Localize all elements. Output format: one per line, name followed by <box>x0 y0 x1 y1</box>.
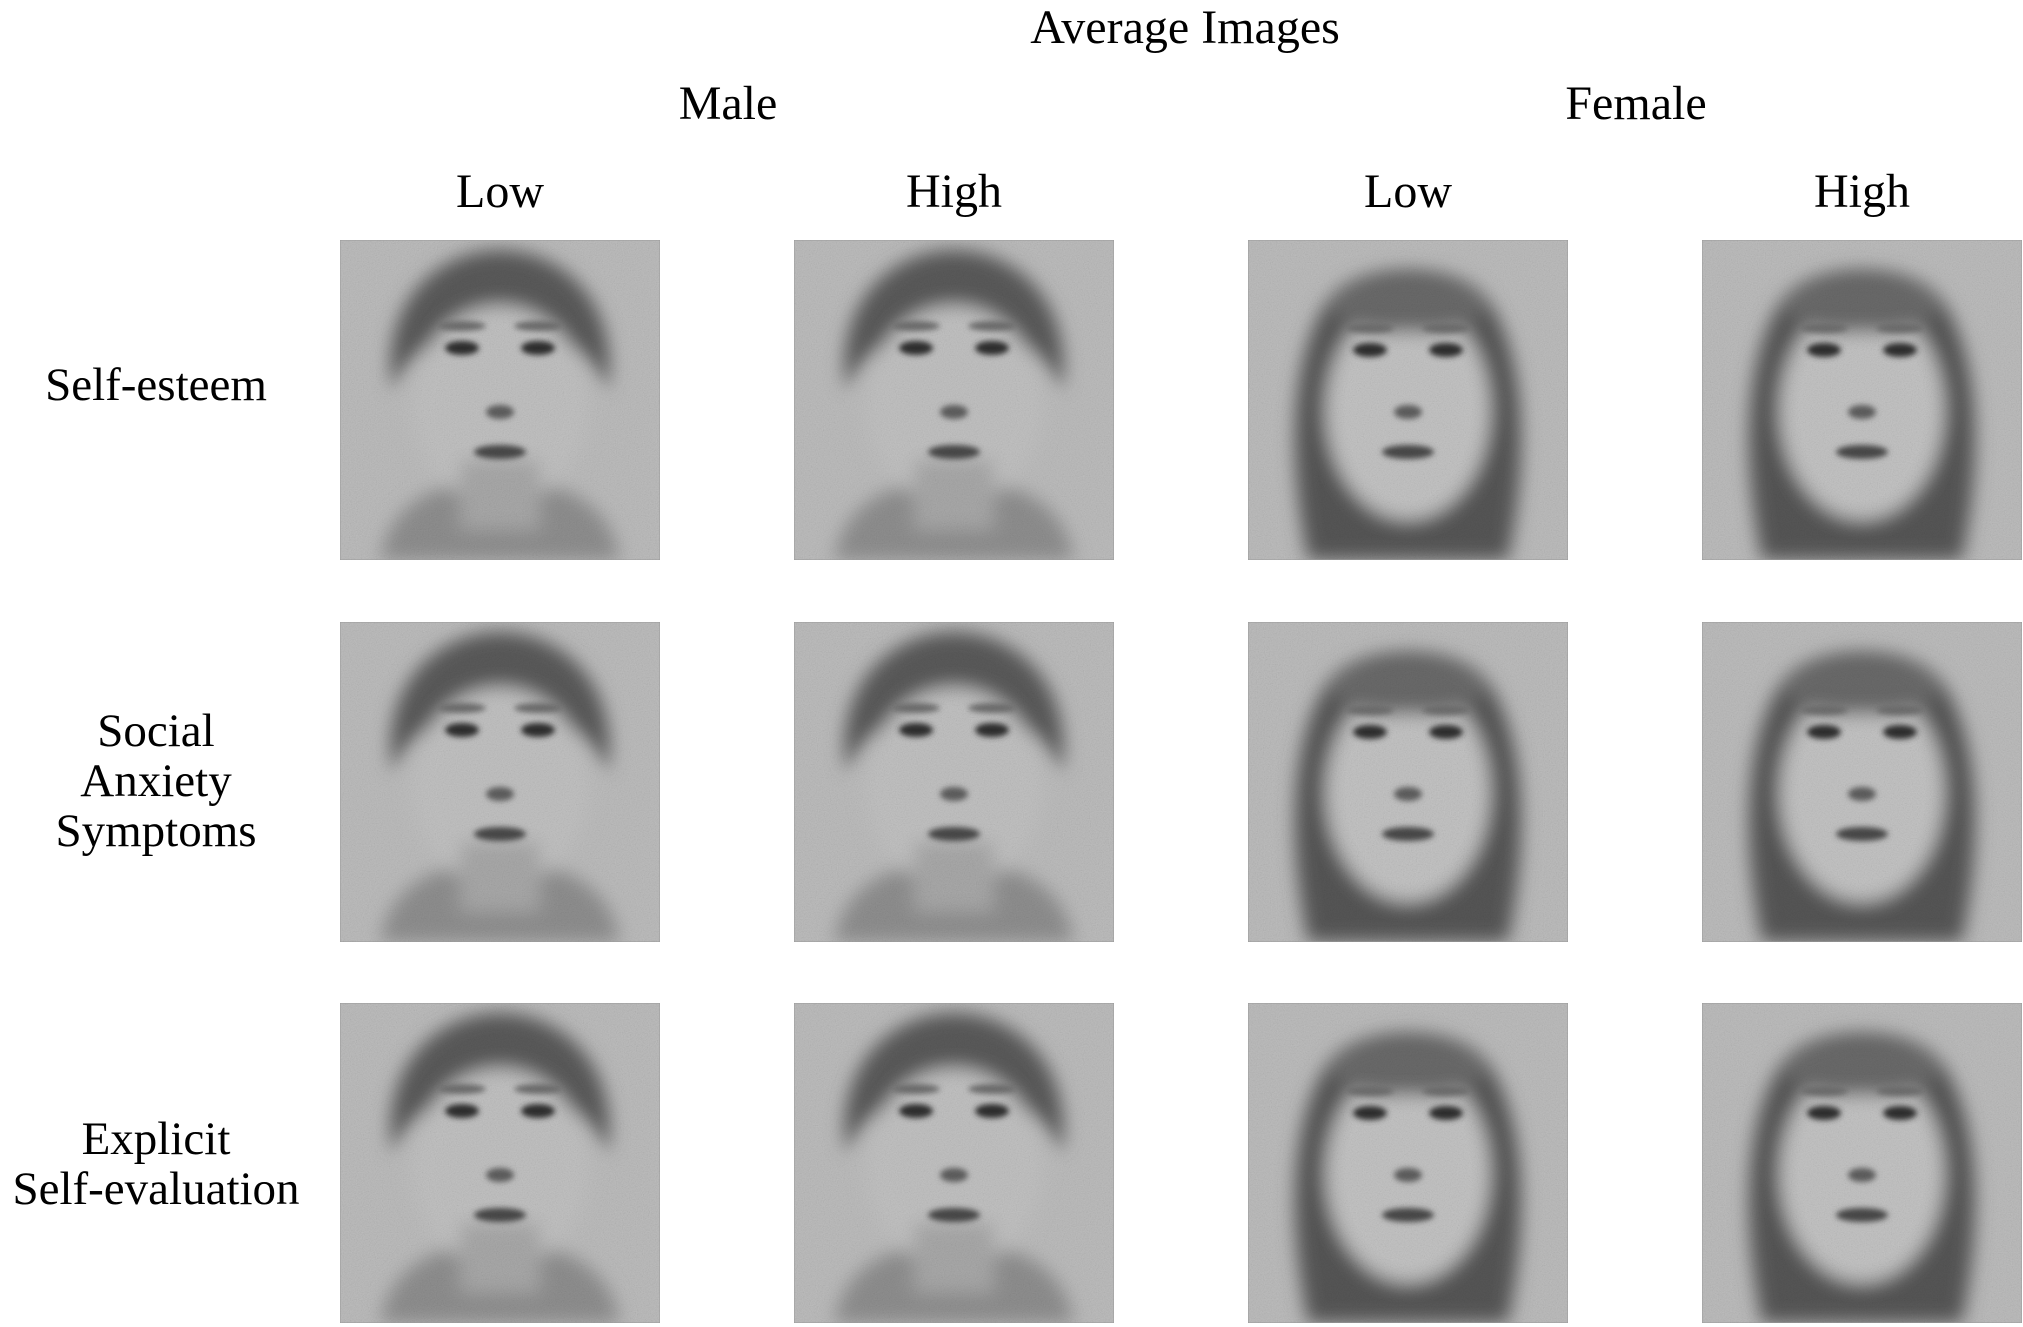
face-image-explicit-self-evaluation-female-high <box>1702 1003 2022 1323</box>
figure-title: Average Images <box>1030 1 1340 54</box>
face-image-social-anxiety-male-low <box>340 622 660 942</box>
row-label-line: Self-esteem <box>45 359 267 411</box>
face-image-explicit-self-evaluation-male-high <box>794 1003 1114 1323</box>
row-label-line: Anxiety <box>80 755 232 807</box>
face-image-self-esteem-female-low <box>1248 240 1568 560</box>
face-image-explicit-self-evaluation-female-low <box>1248 1003 1568 1323</box>
column-label-male-high: High <box>906 165 1002 218</box>
face-image-social-anxiety-female-high <box>1702 622 2022 942</box>
row-label-line: Self-evaluation <box>12 1163 300 1215</box>
group-label-female: Female <box>1565 77 1707 130</box>
row-label-explicit-self-evaluation: Explicit Self-evaluation <box>0 1114 312 1214</box>
column-label-female-low: Low <box>1364 165 1452 218</box>
row-label-line: Explicit <box>81 1113 231 1165</box>
column-label-female-high: High <box>1814 165 1910 218</box>
row-label-line: Symptoms <box>55 805 257 857</box>
row-label-social-anxiety-symptoms: Social Anxiety Symptoms <box>0 706 312 856</box>
column-label-male-low: Low <box>456 165 544 218</box>
row-label-line: Social <box>97 705 215 757</box>
face-image-social-anxiety-female-low <box>1248 622 1568 942</box>
face-image-self-esteem-male-high <box>794 240 1114 560</box>
face-image-self-esteem-male-low <box>340 240 660 560</box>
row-label-self-esteem: Self-esteem <box>0 360 312 410</box>
face-image-social-anxiety-male-high <box>794 622 1114 942</box>
face-image-explicit-self-evaluation-male-low <box>340 1003 660 1323</box>
face-image-self-esteem-female-high <box>1702 240 2022 560</box>
group-label-male: Male <box>678 77 778 130</box>
